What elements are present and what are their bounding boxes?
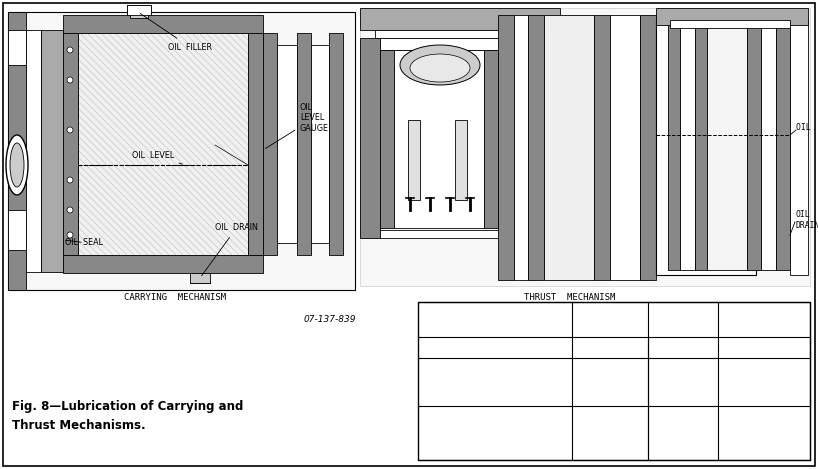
Ellipse shape xyxy=(6,135,28,195)
Bar xyxy=(668,25,680,270)
Bar xyxy=(594,15,610,280)
Text: THRUST  MECHANISM: THRUST MECHANISM xyxy=(524,294,616,303)
Bar xyxy=(380,50,394,228)
Bar xyxy=(130,8,148,18)
Bar xyxy=(8,30,26,65)
Bar xyxy=(263,33,277,255)
Bar xyxy=(26,30,41,272)
Bar xyxy=(329,33,343,255)
Text: Approximate Pour: Approximate Pour xyxy=(721,308,807,317)
Text: and 210°F (99°C).: and 210°F (99°C). xyxy=(454,441,536,451)
Bar xyxy=(78,33,248,255)
Text: OIL
LEVEL
GAUGE: OIL LEVEL GAUGE xyxy=(265,103,329,149)
Circle shape xyxy=(67,47,73,53)
Text: 07-143-395: 07-143-395 xyxy=(753,309,806,318)
Bar xyxy=(311,45,329,243)
Bar xyxy=(277,45,297,243)
Bar xyxy=(190,273,210,283)
Text: 54—69: 54—69 xyxy=(667,378,699,386)
Text: At Oil Temperature: At Oil Temperature xyxy=(452,371,537,380)
Bar xyxy=(127,5,151,15)
Text: OIL  DRAIN: OIL DRAIN xyxy=(201,224,258,276)
Bar xyxy=(680,25,695,270)
Bar xyxy=(297,33,311,255)
Ellipse shape xyxy=(400,45,480,85)
Text: At Oil Temperature: At Oil Temperature xyxy=(452,416,537,424)
Text: below 130°F (54°C).: below 130°F (54°C). xyxy=(449,384,541,393)
Bar xyxy=(670,20,790,28)
Text: CARRYING  MECHANISM: CARRYING MECHANISM xyxy=(124,294,226,303)
Text: (−23 to −10°C): (−23 to −10°C) xyxy=(729,384,799,393)
Bar xyxy=(498,15,514,280)
Circle shape xyxy=(67,177,73,183)
Bar xyxy=(514,15,528,280)
Ellipse shape xyxy=(410,54,470,82)
Text: 100°F (38°C): 100°F (38°C) xyxy=(581,343,640,352)
Bar xyxy=(380,38,510,50)
Bar xyxy=(8,12,355,290)
Bar xyxy=(776,25,790,270)
Bar xyxy=(610,15,640,280)
Text: OIL  LEVEL: OIL LEVEL xyxy=(796,122,818,131)
Bar xyxy=(8,12,26,290)
Bar xyxy=(790,20,808,275)
Text: Saybolt Universal: Saybolt Universal xyxy=(604,322,686,331)
Text: 0° to +15°F: 0° to +15°F xyxy=(737,423,791,431)
Text: OIL  LEVEL: OIL LEVEL xyxy=(132,151,182,164)
Text: 80—97: 80—97 xyxy=(667,429,699,438)
Bar xyxy=(455,120,467,200)
Circle shape xyxy=(67,207,73,213)
Bar xyxy=(248,33,263,255)
Bar xyxy=(484,50,498,228)
Text: Fig. 8—Lubrication of Carrying and
Thrust Mechanisms.: Fig. 8—Lubrication of Carrying and Thrus… xyxy=(12,400,244,432)
Bar xyxy=(63,255,263,273)
Text: 1100—1550: 1100—1550 xyxy=(582,429,637,438)
Text: OIL  FILLER: OIL FILLER xyxy=(141,14,212,52)
Text: For Service: For Service xyxy=(469,343,522,352)
Bar xyxy=(528,15,544,280)
Text: 210°F (99°C): 210°F (99°C) xyxy=(654,343,712,352)
Circle shape xyxy=(67,127,73,133)
Bar xyxy=(544,15,594,280)
Bar xyxy=(656,8,808,25)
Bar xyxy=(656,20,756,275)
Bar xyxy=(63,15,263,33)
Bar xyxy=(63,33,78,255)
Bar xyxy=(695,25,707,270)
Bar xyxy=(8,210,26,250)
Bar xyxy=(707,25,747,270)
Bar xyxy=(394,50,484,228)
Text: Point: Point xyxy=(753,322,775,331)
Bar xyxy=(360,8,560,30)
Bar xyxy=(360,8,810,286)
Text: (−18 to −10°C): (−18 to −10°C) xyxy=(729,434,799,444)
Text: OIL
DRAIN: OIL DRAIN xyxy=(796,210,818,230)
Ellipse shape xyxy=(10,143,24,187)
Text: Approximate Viscosity: Approximate Viscosity xyxy=(592,308,698,317)
Bar xyxy=(418,302,810,460)
Text: between 130°F (54°C): between 130°F (54°C) xyxy=(444,429,546,438)
Bar xyxy=(360,38,380,238)
Bar xyxy=(761,25,776,270)
Text: 475—700: 475—700 xyxy=(588,378,631,386)
Bar xyxy=(747,25,761,270)
Text: −10 to +15°F: −10 to +15°F xyxy=(733,371,795,380)
Bar xyxy=(380,230,510,238)
Bar xyxy=(375,30,545,38)
Bar xyxy=(408,120,420,200)
Circle shape xyxy=(67,232,73,238)
Text: 07-137-839: 07-137-839 xyxy=(303,316,357,325)
Text: OIL  SEAL: OIL SEAL xyxy=(65,238,103,247)
Circle shape xyxy=(67,77,73,83)
Bar xyxy=(640,15,656,280)
Bar xyxy=(41,30,63,272)
